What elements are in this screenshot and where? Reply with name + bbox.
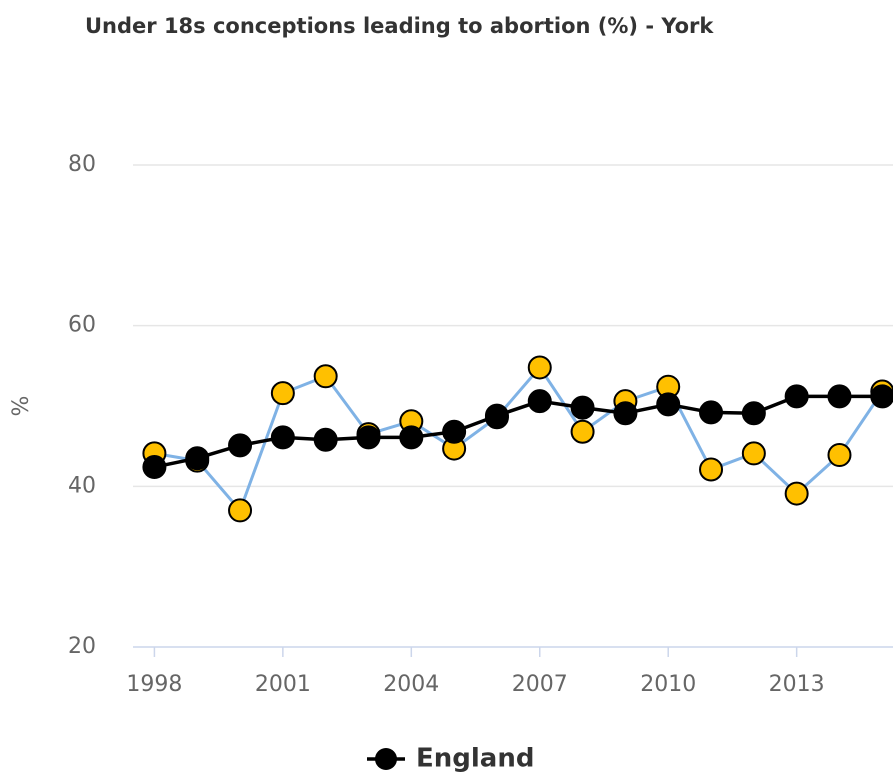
marker	[399, 425, 424, 450]
marker	[784, 481, 809, 506]
legend-label: England	[416, 744, 534, 774]
legend-symbol	[375, 748, 397, 770]
marker	[270, 381, 295, 406]
x-tick-label: 2013	[769, 672, 825, 697]
marker	[827, 443, 852, 468]
marker	[784, 384, 809, 409]
y-tick-label: 80	[68, 152, 96, 177]
marker	[313, 364, 338, 389]
marker	[741, 401, 766, 426]
y-tick-label: 20	[68, 634, 96, 659]
marker	[142, 455, 167, 480]
marker	[827, 384, 852, 409]
marker	[570, 419, 595, 444]
marker	[699, 400, 724, 425]
marker	[656, 392, 681, 417]
y-axis-label: %	[9, 396, 34, 417]
marker	[527, 355, 552, 380]
series-line	[154, 364, 884, 514]
marker	[870, 384, 893, 409]
marker	[613, 401, 638, 426]
marker	[185, 446, 210, 471]
marker	[741, 441, 766, 466]
series-line	[154, 394, 883, 469]
marker	[699, 457, 724, 482]
marker	[228, 498, 253, 523]
marker	[356, 425, 381, 450]
chart-title: Under 18s conceptions leading to abortio…	[85, 14, 714, 38]
marker	[270, 425, 295, 450]
marker	[570, 395, 595, 420]
marker	[442, 419, 467, 444]
marker	[484, 403, 509, 428]
x-tick-label: 2007	[512, 672, 568, 697]
y-tick-label: 60	[68, 313, 96, 338]
x-tick-label: 2010	[640, 672, 696, 697]
marker	[228, 433, 253, 458]
x-tick-label: 2004	[383, 672, 439, 697]
marker	[313, 427, 338, 452]
y-tick-label: 40	[68, 473, 96, 498]
marker	[527, 389, 552, 414]
x-tick-label: 2001	[255, 672, 311, 697]
x-tick-label: 1998	[126, 672, 182, 697]
